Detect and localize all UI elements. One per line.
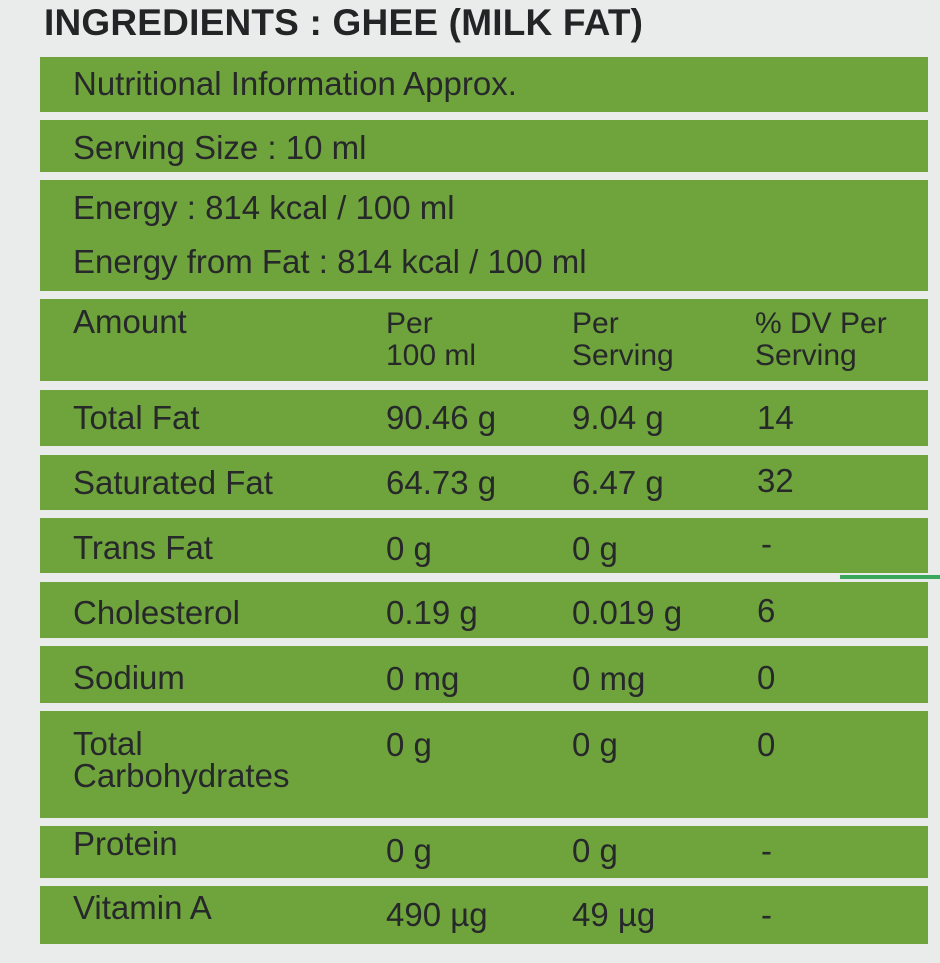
row-band-carbohydrates — [40, 711, 928, 818]
col-amount: Amount — [73, 303, 187, 340]
row-band-sodium — [40, 646, 928, 703]
row-per-serving: 6.47 g — [572, 464, 664, 501]
ingredients-heading: INGREDIENTS : GHEE (MILK FAT) — [44, 2, 644, 43]
row-per100: 90.46 g — [386, 399, 497, 436]
row-band-saturated-fat — [40, 455, 928, 510]
row-name: Sodium — [73, 659, 185, 696]
row-band-vitamin-a — [40, 886, 928, 944]
row-dv: 0 — [757, 659, 776, 696]
col-perserving-line1: Per — [572, 307, 619, 340]
row-per-serving: 0.019 g — [572, 594, 683, 631]
row-name: Vitamin A — [73, 889, 212, 926]
serving-size: Serving Size : 10 ml — [73, 129, 367, 166]
row-per100: 0 g — [386, 530, 432, 567]
row-per-serving: 0 mg — [572, 660, 646, 697]
nutrition-title: Nutritional Information Approx. — [73, 65, 517, 102]
row-band-trans-fat — [40, 518, 928, 573]
row-per-serving: 0 g — [572, 530, 618, 567]
col-perserving-line2: Serving — [572, 339, 674, 372]
row-name: Trans Fat — [73, 529, 213, 566]
row-dv: - — [761, 525, 772, 562]
col-per100-line2: 100 ml — [386, 339, 477, 372]
row-per-serving: 49 µg — [572, 896, 656, 933]
col-per100-line1: Per — [386, 307, 433, 340]
row-dv: 32 — [757, 462, 794, 499]
row-dv: - — [761, 896, 772, 933]
energy-from-fat-line: Energy from Fat : 814 kcal / 100 ml — [73, 243, 587, 280]
row-band-cholesterol — [40, 582, 928, 638]
row-dv: - — [761, 832, 772, 869]
row-band-protein — [40, 826, 928, 878]
row-name: Protein — [73, 825, 178, 862]
row-name-line1: Total — [73, 725, 143, 762]
column-header-band — [40, 299, 928, 381]
row-per-serving: 9.04 g — [572, 399, 664, 436]
row-per100: 0 g — [386, 832, 432, 869]
row-per100: 0 mg — [386, 660, 460, 697]
row-name: Saturated Fat — [73, 464, 273, 501]
row-dv: 14 — [757, 399, 794, 436]
col-dv-line1: % DV Per — [755, 307, 887, 340]
row-per100: 64.73 g — [386, 464, 497, 501]
row-name: Total Fat — [73, 399, 200, 436]
row-per100: 0.19 g — [386, 594, 478, 631]
row-per100: 0 g — [386, 726, 432, 763]
bottom-strip — [40, 946, 928, 963]
row-band-total-fat — [40, 390, 928, 446]
energy-line: Energy : 814 kcal / 100 ml — [73, 189, 455, 226]
row-dv: 0 — [757, 726, 776, 763]
row-per100: 490 µg — [386, 896, 488, 933]
serving-band — [40, 120, 928, 172]
row-name: Cholesterol — [73, 594, 240, 631]
green-accent-line — [840, 575, 940, 579]
row-dv: 6 — [757, 592, 776, 629]
energy-band — [40, 180, 928, 291]
row-name-line2: Carbohydrates — [73, 757, 290, 794]
title-band — [40, 57, 928, 112]
col-dv-line2: Serving — [755, 339, 857, 372]
row-per-serving: 0 g — [572, 726, 618, 763]
row-per-serving: 0 g — [572, 832, 618, 869]
